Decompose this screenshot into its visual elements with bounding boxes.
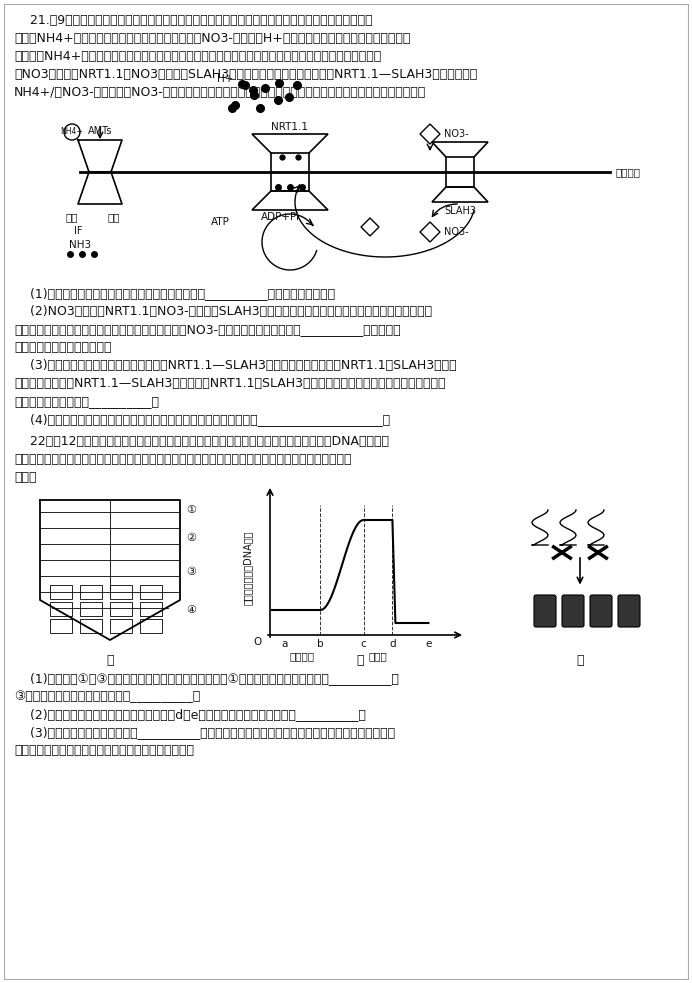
Text: 问题。: 问题。 (14, 471, 37, 484)
Text: AMTs: AMTs (88, 126, 112, 136)
Text: (1)与细胞呼吸直接相关的物质中含氮元素的物质有__________。（至少答出两项）: (1)与细胞呼吸直接相关的物质中含氮元素的物质有__________。（至少答出… (14, 287, 335, 300)
Text: 甲: 甲 (107, 654, 113, 667)
Text: 染色质和染色体两种不同状态的原因是　　　　　　。: 染色质和染色体两种不同状态的原因是 。 (14, 744, 194, 757)
Text: IF: IF (74, 226, 82, 236)
Text: 分裂期: 分裂期 (369, 651, 388, 661)
Text: 协同发挥作用，高效缓解细胞膜外酸化的机制是通过NO3-的高效跨膜循环转运，将__________持续运进细: 协同发挥作用，高效缓解细胞膜外酸化的机制是通过NO3-的高效跨膜循环转运，将__… (14, 323, 401, 336)
Text: 根细胞内NH4+的浓度增加，使细胞膜外酸化，从而引起植物生长受到严重抑制的现象称为铵毒。细胞膜上: 根细胞内NH4+的浓度增加，使细胞膜外酸化，从而引起植物生长受到严重抑制的现象称… (14, 50, 381, 63)
Text: NH3: NH3 (69, 240, 91, 250)
Text: NH4+/低NO3-条件下介导NO3-的循环跨膜运输，从而有效抑制铵胁迫，达到缓解铵毒的目的。回答下列问题。: NH4+/低NO3-条件下介导NO3-的循环跨膜运输，从而有效抑制铵胁迫，达到缓… (14, 86, 426, 99)
Text: (3)现通过定点诱变技术，研究者获得了NRT1.1—SLAH3双突变体拟南芥植株（NRT1.1和SLAH3均失去: (3)现通过定点诱变技术，研究者获得了NRT1.1—SLAH3双突变体拟南芥植株… (14, 359, 457, 372)
Text: 分解: 分解 (65, 212, 78, 222)
Text: (3)染色质（休）的主要成分是__________。从结构与功能相适应的角度分析，在细胞增殖过程中出现: (3)染色质（休）的主要成分是__________。从结构与功能相适应的角度分析… (14, 726, 395, 739)
Text: b: b (317, 639, 324, 649)
Text: 储存: 储存 (108, 212, 120, 222)
Text: (4)在农业生产上，为减小铵毒对植物生长的影响，可采取的措施是____________________。: (4)在农业生产上，为减小铵毒对植物生长的影响，可采取的措施是_________… (14, 413, 390, 426)
Text: e: e (425, 639, 432, 649)
Text: 胞周期各阶段的变化曲线，图丙是细胞分裂过程中染色质和染色体的形态变化示意图。请分析回答下列: 胞周期各阶段的变化曲线，图丙是细胞分裂过程中染色质和染色体的形态变化示意图。请分… (14, 453, 352, 466)
Text: 丙: 丙 (576, 654, 584, 667)
Text: ③: ③ (186, 567, 196, 577)
Text: ④: ④ (186, 605, 196, 615)
Text: NO3-: NO3- (444, 129, 468, 139)
Text: NO3-: NO3- (444, 227, 468, 237)
Text: 根细胞膜: 根细胞膜 (615, 167, 640, 177)
FancyBboxPatch shape (534, 595, 556, 627)
Text: ②: ② (186, 533, 196, 543)
Text: 机制。NH4+的吸收由根细胞膜两侧的电位差驱动，NO3-的吸收由H+浓度梯度驱动。铵态氮肥施用过多时，: 机制。NH4+的吸收由根细胞膜两侧的电位差驱动，NO3-的吸收由H+浓度梯度驱动… (14, 32, 410, 45)
Text: H+: H+ (217, 74, 233, 84)
Text: ATP: ATP (210, 217, 230, 227)
Text: (1)将甲图中①和③两处的细胞进行结构与功能的比较：①处细胞吸水能力强的原因是__________；: (1)将甲图中①和③两处的细胞进行结构与功能的比较：①处细胞吸水能力强的原因是_… (14, 672, 399, 685)
Text: ①: ① (186, 505, 196, 515)
Text: O: O (254, 637, 262, 647)
Text: NRT1.1: NRT1.1 (271, 122, 309, 132)
FancyBboxPatch shape (562, 595, 584, 627)
Text: SLAH3: SLAH3 (444, 206, 476, 216)
FancyBboxPatch shape (590, 595, 612, 627)
Text: (2)NO3载体蛋白NRT1.1和NO3-通道蛋白SLAH3在根细胞膜上位置相近，功能相关，以功能单元形式: (2)NO3载体蛋白NRT1.1和NO3-通道蛋白SLAH3在根细胞膜上位置相近… (14, 305, 432, 318)
Text: ③处细胞物质运输效率高的原因是__________。: ③处细胞物质运输效率高的原因是__________。 (14, 690, 200, 703)
Text: 分裂间期: 分裂间期 (290, 651, 315, 661)
Text: 21.（9分）氮肥有铵态氮肥和硝态氮肥等多种。下图所示为野生型拟南芥的根系吸收氮素营养的相关: 21.（9分）氮肥有铵态氮肥和硝态氮肥等多种。下图所示为野生型拟南芥的根系吸收氮… (14, 14, 372, 27)
Text: a: a (281, 639, 288, 649)
Text: 的NO3载体蛋白NRT1.1和NO3通道蛋白SLAH3相互作用形成一个功能单元，即NRT1.1—SLAH3复合体，在高: 的NO3载体蛋白NRT1.1和NO3通道蛋白SLAH3相互作用形成一个功能单元，… (14, 68, 477, 81)
Text: d: d (389, 639, 396, 649)
Text: NH4+: NH4+ (61, 128, 83, 137)
Text: ADP+Pi: ADP+Pi (260, 212, 300, 222)
Text: 每条染色体上的DNA含量: 每条染色体上的DNA含量 (243, 530, 253, 605)
Text: 乙: 乙 (356, 654, 364, 667)
FancyBboxPatch shape (618, 595, 640, 627)
Text: 22、（12分）下图甲表示洋葱根尖的不同区域、图乙是洋葱根尖细胞内一条染色体上的DNA含量在细: 22、（12分）下图甲表示洋葱根尖的不同区域、图乙是洋葱根尖细胞内一条染色体上的… (14, 435, 389, 448)
Text: c: c (361, 639, 367, 649)
Text: 胞，降低其在细胞外的浓度。: 胞，降低其在细胞外的浓度。 (14, 341, 111, 354)
Text: 者还需要的实验材料是__________。: 者还需要的实验材料是__________。 (14, 395, 159, 408)
Text: (2)用甲图所示材料设计实验，探究乙图中d和e时期的时间长短，实验思路是__________。: (2)用甲图所示材料设计实验，探究乙图中d和e时期的时间长短，实验思路是____… (14, 708, 366, 721)
Text: 活性），为了验证NRT1.1—SLAH3复合体中的NRT1.1和SLAH3在缓解铵毒中是协同配合的作用关系，研究: 活性），为了验证NRT1.1—SLAH3复合体中的NRT1.1和SLAH3在缓解… (14, 377, 446, 390)
